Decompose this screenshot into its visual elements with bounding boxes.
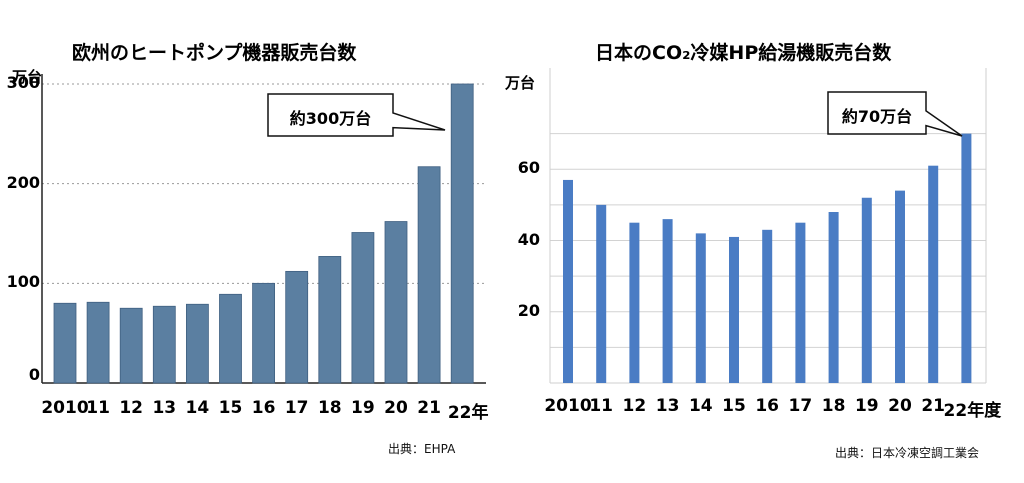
left-y-tick-label: 200 xyxy=(6,172,40,192)
right-y-tick-label: 40 xyxy=(517,229,540,249)
left-bar xyxy=(285,270,309,384)
left-bar xyxy=(417,166,441,384)
left-x-tick-label: 22年 xyxy=(447,403,489,423)
right-bar xyxy=(596,204,607,383)
left-x-tick-label: 18 xyxy=(317,398,342,418)
left-y-unit: 万台 xyxy=(12,68,43,86)
left-x-tick-label: 15 xyxy=(218,398,243,418)
right-x-tick-label: 11 xyxy=(589,396,614,416)
right-bar xyxy=(662,219,673,383)
left-bar xyxy=(318,256,342,384)
left-y-tick-label: 0 xyxy=(28,365,40,384)
left-callout-text: 約300万台 xyxy=(289,109,372,128)
left-bar xyxy=(252,282,276,384)
right-x-tick-label: 18 xyxy=(821,396,846,416)
left-x-tick-label: 12 xyxy=(119,398,144,418)
right-bar xyxy=(629,222,640,383)
right-bar xyxy=(563,179,573,383)
right-source: 出典：日本冷凍空調工業会 xyxy=(835,446,980,460)
right-x-tick-label: 20 xyxy=(888,396,912,416)
left-x-tick-label: 20 xyxy=(384,398,408,418)
left-bar xyxy=(119,307,143,384)
right-bar xyxy=(695,233,706,383)
left-bar xyxy=(86,301,110,384)
left-bar xyxy=(384,221,408,384)
right-x-tick-label: 13 xyxy=(655,396,680,416)
right-x-tick-label: 15 xyxy=(722,396,746,416)
right-x-tick-label: 19 xyxy=(854,396,879,416)
left-bar xyxy=(53,302,77,384)
left-source: 出典：EHPA xyxy=(388,442,456,456)
left-callout-box xyxy=(267,93,446,137)
left-bar xyxy=(219,293,242,384)
left-x-tick-label: 17 xyxy=(284,398,309,418)
left-x-tick-label: 21 xyxy=(417,398,441,418)
left-bar xyxy=(185,303,209,384)
right-x-tick-label: 2010 xyxy=(544,396,592,416)
left-bar xyxy=(450,83,474,384)
left-x-tick-label: 16 xyxy=(251,398,276,418)
right-bar xyxy=(961,133,972,383)
right-x-tick-label: 12 xyxy=(622,396,647,416)
right-x-tick-label: 17 xyxy=(788,396,813,416)
right-bar xyxy=(762,229,773,383)
right-y-tick-label: 60 xyxy=(517,158,540,178)
left-x-tick-label: 2010 xyxy=(41,398,89,418)
right-bar xyxy=(729,236,739,383)
right-bar xyxy=(861,197,872,383)
right-chart-title: 日本のCO₂冷媒HP給湯機販売台数 xyxy=(595,42,892,64)
left-y-tick-label: 300 xyxy=(6,73,40,92)
right-y-tick-label: 20 xyxy=(517,300,540,320)
right-bar xyxy=(895,190,905,383)
left-x-tick-label: 13 xyxy=(152,398,177,418)
left-x-tick-label: 19 xyxy=(351,398,375,418)
left-bar xyxy=(351,232,375,384)
right-x-tick-label: 16 xyxy=(755,396,780,416)
right-callout-text: 約70万台 xyxy=(841,107,913,126)
left-x-tick-label: 14 xyxy=(185,398,210,418)
left-y-tick-label: 100 xyxy=(6,272,40,292)
right-x-tick-label: 14 xyxy=(688,396,713,416)
right-callout-box xyxy=(827,91,963,137)
right-bar xyxy=(795,222,806,383)
right-bar xyxy=(928,165,939,383)
right-x-tick-label: 21 xyxy=(921,396,946,416)
left-x-tick-label: 11 xyxy=(86,398,110,418)
left-bar xyxy=(152,305,176,384)
right-bar xyxy=(828,212,839,383)
left-chart-title: 欧州のヒートポンプ機器販売台数 xyxy=(72,42,357,64)
right-y-unit: 万台 xyxy=(505,74,536,92)
right-x-tick-label: 22年度 xyxy=(943,401,1002,421)
